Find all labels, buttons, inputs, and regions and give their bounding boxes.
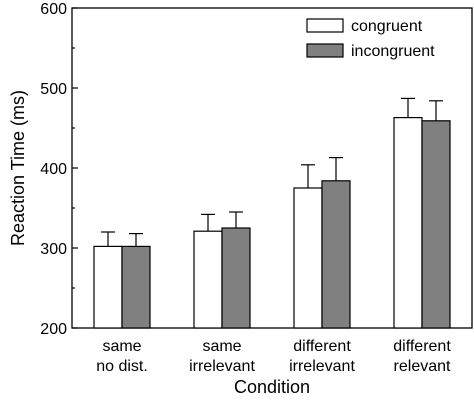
x-tick-label: relevant [394, 358, 451, 375]
y-tick-label: 400 [40, 161, 67, 178]
y-tick-label: 200 [40, 321, 67, 338]
bar-incongruent [321, 180, 351, 329]
x-axis-title: Condition [234, 377, 310, 397]
x-tick-label: irrelevant [289, 358, 355, 375]
plot-area: 200 300 400 500 600 same no dist. same irrelevan… [40, 1, 473, 375]
x-tick-label: no dist. [96, 358, 148, 375]
legend-label-incongruent: incongruent [351, 43, 435, 60]
y-tick-label: 600 [40, 1, 67, 18]
legend-swatch-congruent [306, 18, 344, 33]
bar-incongruent [421, 120, 451, 329]
x-tick-label: different [293, 338, 351, 355]
x-tick-label: irrelevant [189, 358, 255, 375]
y-tick-label: 500 [40, 81, 67, 98]
bar-incongruent [221, 227, 251, 329]
x-tick-label: same [202, 338, 241, 355]
bar-congruent [393, 116, 423, 329]
legend-label-congruent: congruent [351, 18, 423, 35]
bar-congruent [193, 230, 223, 329]
x-tick-label: different [393, 338, 451, 355]
bar-incongruent [121, 245, 151, 329]
y-tick-label: 300 [40, 241, 67, 258]
legend-swatch-incongruent [306, 43, 344, 58]
legend: congruent incongruent [306, 18, 435, 60]
bar-congruent [93, 245, 123, 329]
y-axis-title: Reaction Time (ms) [8, 90, 28, 246]
x-tick-label: same [102, 338, 141, 355]
bar-congruent [293, 187, 323, 329]
